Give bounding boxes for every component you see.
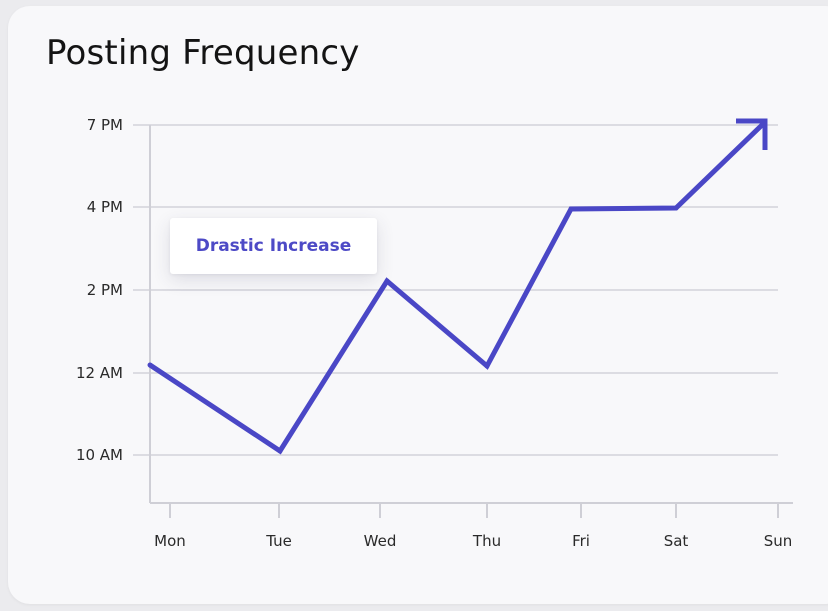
series-point xyxy=(484,363,490,369)
series-point xyxy=(277,448,283,454)
x-tick-label: Tue xyxy=(265,532,292,550)
series-point xyxy=(384,278,390,284)
y-tick-label: 4 PM xyxy=(87,198,123,216)
x-tick-label: Wed xyxy=(364,532,397,550)
x-tick-label: Sun xyxy=(764,532,793,550)
annotation-label: Drastic Increase xyxy=(195,236,352,256)
series-point xyxy=(147,362,153,368)
chart-title: Posting Frequency xyxy=(46,33,360,73)
series-line xyxy=(148,123,764,455)
series-line-group xyxy=(147,118,768,455)
y-tick-label: 10 AM xyxy=(76,446,123,464)
y-tick-label: 2 PM xyxy=(87,281,123,299)
chart-axes xyxy=(149,125,793,504)
annotation-callout: Drastic Increase xyxy=(170,218,377,274)
series-point xyxy=(673,205,679,211)
x-tick-label: Mon xyxy=(154,532,186,550)
x-tick-label: Fri xyxy=(572,532,590,550)
trend-arrow-head xyxy=(736,118,768,150)
x-tick-label: Sat xyxy=(664,532,689,550)
y-tick-label: 12 AM xyxy=(76,364,123,382)
y-tick-label: 7 PM xyxy=(87,116,123,134)
gridlines xyxy=(133,124,778,456)
x-tick-label: Thu xyxy=(472,532,501,550)
x-tick-labels: Mon Tue Wed Thu Fri Sat Sun xyxy=(154,503,792,550)
series-point xyxy=(568,206,574,212)
y-tick-labels: 10 AM 12 AM 2 PM 4 PM 7 PM xyxy=(76,116,123,464)
